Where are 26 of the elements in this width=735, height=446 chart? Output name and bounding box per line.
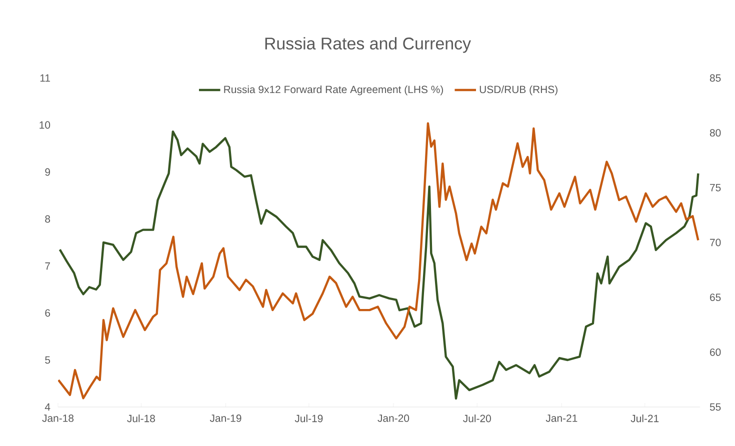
chart-title: Russia Rates and Currency: [265, 37, 471, 53]
x-tick-label: Jan-19: [210, 414, 242, 422]
y-tick-label: 7: [45, 262, 50, 270]
x-tick-label: Jul-20: [463, 414, 491, 422]
x-tick-label: Jan-18: [42, 414, 74, 422]
y2-tick-label: 60: [710, 348, 721, 356]
x-tick-label: Jul-18: [127, 414, 155, 422]
y2-tick-label: 70: [710, 238, 721, 246]
y2-tick-label: 80: [710, 129, 721, 137]
y-tick-label: 8: [45, 215, 50, 223]
x-tick-label: Jan-20: [378, 414, 410, 422]
x-tick-label: Jul-21: [630, 414, 659, 422]
y-tick-label: 6: [45, 309, 50, 317]
y-tick-label: 5: [45, 356, 50, 364]
y-tick-label: 10: [40, 121, 50, 129]
x-tick-label: Jan-21: [546, 414, 578, 422]
y2-tick-label: 65: [710, 294, 721, 302]
y-tick-label: 4: [44, 403, 50, 411]
x-tick-label: Jul-19: [294, 414, 323, 422]
y2-tick-label: 55: [710, 403, 721, 411]
y-tick-label: 11: [40, 74, 50, 82]
y2-tick-label: 75: [710, 184, 721, 192]
legend-label: Russia 9x12 Forward Rate Agreement (LHS %): [224, 85, 443, 96]
y2-tick-label: 85: [710, 74, 721, 82]
legend-label: USD/RUB (RHS): [480, 85, 558, 96]
y-tick-label: 9: [45, 168, 50, 176]
